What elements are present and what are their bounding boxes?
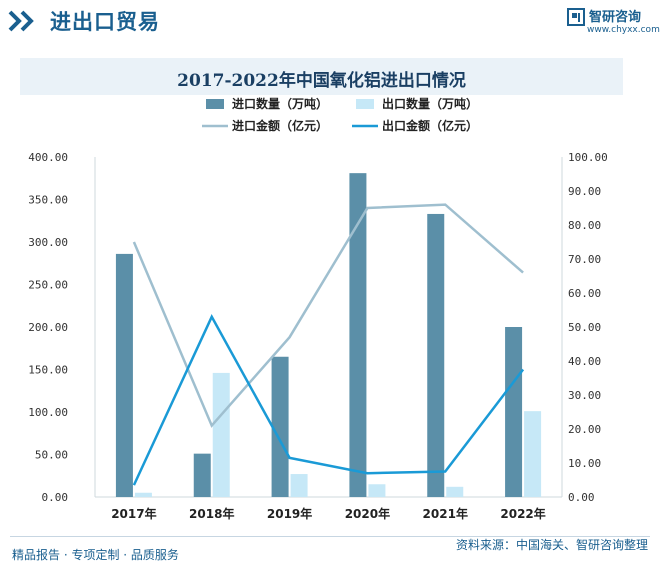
legend-label: 进口金额（亿元）	[232, 118, 328, 133]
bar-export-qty	[524, 411, 542, 497]
brand-url: www.chyxx.com	[587, 25, 660, 35]
legend-label: 进口数量（万吨）	[232, 96, 328, 111]
brand-mark-icon	[567, 8, 585, 26]
bar-export-qty	[134, 492, 152, 497]
y-right-tick-label: 0.00	[568, 491, 595, 504]
y-left-tick-label: 250.00	[28, 279, 68, 292]
x-tick-label: 2020年	[345, 506, 390, 521]
bar-import-qty	[271, 356, 289, 497]
page-footer: 精品报告 · 专项定制 · 品质服务 资料来源：中国海关、智研咨询整理	[0, 536, 660, 576]
y-left-tick-label: 300.00	[28, 236, 68, 249]
bar-import-qty	[193, 453, 211, 497]
chevron-double-icon	[8, 10, 34, 32]
footer-source: 资料来源：中国海关、智研咨询整理	[455, 538, 648, 552]
legend-swatch	[356, 99, 374, 109]
bar-import-qty	[505, 327, 523, 497]
y-right-tick-label: 80.00	[568, 219, 601, 232]
bar-export-qty	[368, 484, 386, 497]
bar-import-qty	[349, 173, 367, 497]
x-tick-label: 2018年	[189, 506, 234, 521]
y-right-tick-label: 30.00	[568, 389, 601, 402]
y-left-tick-label: 200.00	[28, 321, 68, 334]
legend-label: 出口金额（亿元）	[382, 118, 478, 133]
x-tick-label: 2017年	[111, 506, 156, 521]
bar-export-qty	[212, 372, 230, 497]
bar-export-qty	[290, 474, 308, 497]
legend-swatch	[206, 99, 224, 109]
chart-title-band: 2017-2022年中国氧化铝进出口情况	[20, 58, 623, 95]
brand-logo: 智研咨询 www.chyxx.com	[563, 4, 660, 38]
brand-name: 智研咨询	[589, 10, 642, 25]
footer-tagline: 精品报告 · 专项定制 · 品质服务	[12, 548, 179, 562]
page-header: 进出口贸易 智研咨询 www.chyxx.com	[0, 0, 660, 40]
x-tick-label: 2019年	[267, 506, 312, 521]
bar-import-qty	[427, 213, 445, 497]
x-tick-label: 2022年	[500, 506, 545, 521]
line-import-amount	[132, 203, 524, 428]
section-title: 进出口贸易	[50, 10, 160, 34]
y-left-tick-label: 150.00	[28, 364, 68, 377]
y-right-tick-label: 60.00	[568, 287, 601, 300]
legend-label: 出口数量（万吨）	[382, 96, 478, 111]
line-export-amount	[132, 314, 525, 486]
footer-divider	[10, 536, 650, 537]
y-left-tick-label: 400.00	[28, 151, 68, 164]
y-right-tick-label: 50.00	[568, 321, 601, 334]
chart: 0.00 50.00 100.00 150.00 200.00 250.00 300.00 3…	[28, 96, 608, 521]
y-right-tick-label: 20.00	[568, 423, 601, 436]
y-right-tick-label: 100.00	[568, 151, 608, 164]
bar-export-qty	[446, 486, 464, 497]
y-left-tick-label: 350.00	[28, 194, 68, 207]
y-left-tick-label: 0.00	[42, 491, 69, 504]
bar-import-qty	[115, 253, 133, 497]
y-right-tick-label: 70.00	[568, 253, 601, 266]
y-right-tick-label: 90.00	[568, 185, 601, 198]
y-right-tick-label: 40.00	[568, 355, 601, 368]
chart-title: 2017-2022年中国氧化铝进出口情况	[177, 71, 466, 91]
y-left-tick-label: 50.00	[35, 449, 68, 462]
y-right-tick-label: 10.00	[568, 457, 601, 470]
y-left-tick-label: 100.00	[28, 406, 68, 419]
x-tick-label: 2021年	[423, 506, 468, 521]
